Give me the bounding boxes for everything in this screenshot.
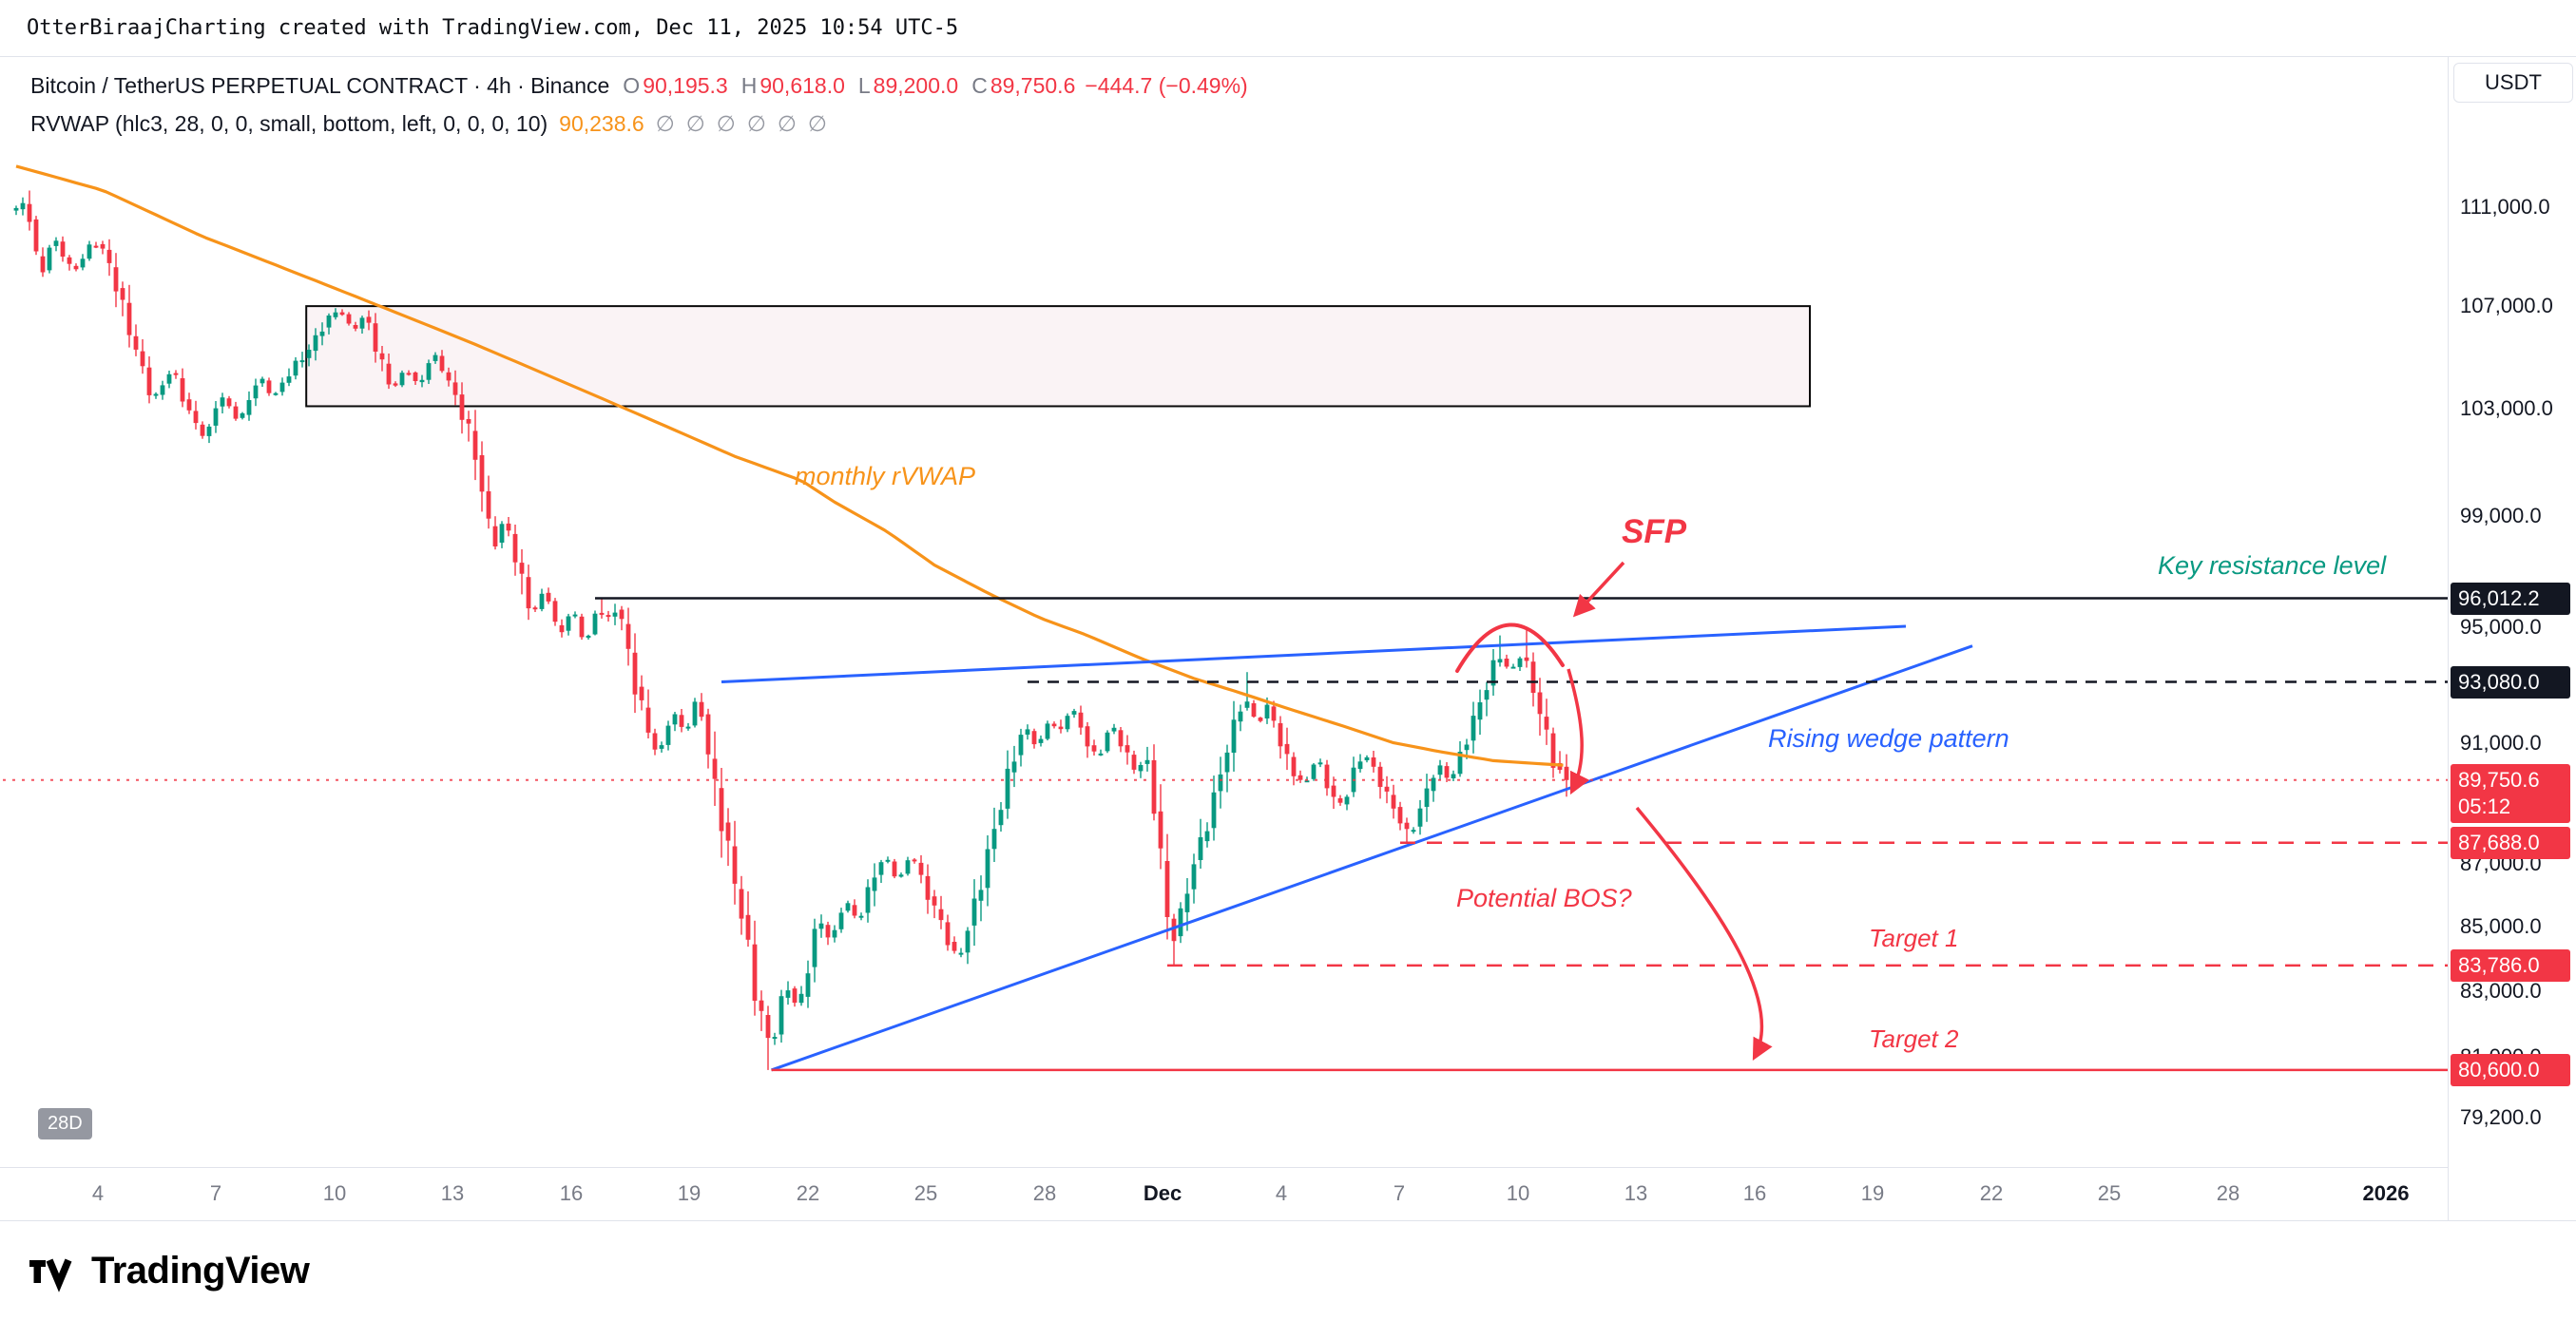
symbol-row[interactable]: Bitcoin / TetherUS PERPETUAL CONTRACT · … (30, 67, 1248, 105)
annotation-rising-wedge[interactable]: Rising wedge pattern (1768, 724, 2009, 753)
annotation-potential-bos[interactable]: Potential BOS? (1456, 884, 1632, 912)
time-label: 22 (1979, 1181, 2004, 1205)
empty-value: ∅ (746, 111, 766, 136)
attribution-text: OtterBiraajCharting created with Trading… (27, 16, 959, 40)
tradingview-logo-icon[interactable] (29, 1251, 78, 1292)
empty-value: ∅ (807, 111, 827, 136)
price-tick: 107,000.0 (2460, 294, 2553, 318)
time-label: 4 (1275, 1181, 1288, 1205)
bos-breakdown-arrow (1567, 668, 1590, 795)
annotation-monthly-rvwap[interactable]: monthly rVWAP (795, 462, 976, 490)
time-label: 16 (559, 1181, 584, 1205)
indicator-title: RVWAP (hlc3, 28, 0, 0, small, bottom, le… (30, 111, 548, 136)
price-tick: 95,000.0 (2460, 614, 2542, 639)
time-label: 25 (2097, 1181, 2122, 1205)
time-label: 28 (2216, 1181, 2240, 1205)
price-tick: 83,000.0 (2460, 978, 2542, 1003)
footer-bar: TradingView (0, 1220, 2576, 1321)
annotation-target-2[interactable]: Target 2 (1869, 1024, 1959, 1053)
close-value: 89,750.6 (990, 73, 1076, 98)
price-scale[interactable]: USDT 111,000.0 107,000.0 103,000.0 99,000.0… (2448, 57, 2576, 1220)
indicator-value: 90,238.6 (559, 111, 644, 136)
sfp-pointer-arrow (1572, 561, 1625, 618)
empty-value: ∅ (777, 111, 797, 136)
chart-pane[interactable] (0, 0, 2576, 1220)
open-value: 90,195.3 (643, 73, 728, 98)
time-label: 10 (1506, 1181, 1530, 1205)
time-label: 13 (440, 1181, 465, 1205)
time-label: 25 (913, 1181, 938, 1205)
price-tick: 91,000.0 (2460, 730, 2542, 755)
price-tick: 111,000.0 (2460, 195, 2550, 219)
close-label: C (971, 73, 988, 98)
empty-value: ∅ (716, 111, 736, 136)
low-label: L (857, 73, 871, 98)
low-value: 89,200.0 (873, 73, 959, 98)
time-label: 28 (1032, 1181, 1057, 1205)
high-label: H (740, 73, 758, 98)
time-label: 19 (677, 1181, 702, 1205)
currency-toggle-button[interactable]: USDT (2453, 63, 2573, 103)
change-value: −444.7 (−0.49%) (1085, 73, 1248, 98)
time-scale[interactable]: 4 7 10 13 16 19 22 25 28 Dec 4 7 10 13 16 19 22 25 28 2026 (0, 1167, 2576, 1221)
tradingview-brand[interactable]: TradingView (91, 1250, 310, 1292)
annotation-target-1[interactable]: Target 1 (1869, 924, 1959, 952)
target-path-arrow (1635, 806, 1773, 1062)
price-tick: 85,000.0 (2460, 914, 2542, 939)
time-label: 16 (1742, 1181, 1767, 1205)
attribution-bar: OtterBiraajCharting created with Trading… (0, 0, 2576, 57)
empty-value: ∅ (685, 111, 705, 136)
time-label: 19 (1860, 1181, 1885, 1205)
price-tick: 103,000.0 (2460, 396, 2553, 421)
high-value: 90,618.0 (759, 73, 845, 98)
price-badge-last-price: 89,750.6 05:12 (2451, 763, 2570, 823)
price-badge-key-resistance: 96,012.2 (2451, 582, 2570, 615)
annotation-sfp[interactable]: SFP (1622, 513, 1687, 550)
sfp-arc (1455, 622, 1565, 673)
time-label: 7 (1393, 1181, 1406, 1205)
time-label: 4 (91, 1181, 105, 1205)
price-badge-breakdown-level: 93,080.0 (2451, 665, 2570, 699)
wedge-upper-trendline (721, 624, 1907, 683)
annotation-key-resistance[interactable]: Key resistance level (2158, 551, 2387, 580)
time-label: 22 (796, 1181, 820, 1205)
resistance-zone-box (305, 305, 1812, 408)
price-tick: 99,000.0 (2460, 503, 2542, 527)
indicator-row[interactable]: RVWAP (hlc3, 28, 0, 0, small, bottom, le… (30, 105, 1248, 143)
time-label: 10 (322, 1181, 347, 1205)
price-tick: 79,200.0 (2460, 1104, 2542, 1129)
range-badge: 28D (38, 1108, 92, 1139)
time-label: Dec (1143, 1181, 1182, 1205)
time-label: 2026 (2362, 1181, 2410, 1205)
price-badge-target-1: 83,786.0 (2451, 948, 2570, 982)
symbol-title: Bitcoin / TetherUS PERPETUAL CONTRACT · … (30, 73, 610, 98)
price-badge-target-2: 80,600.0 (2451, 1053, 2570, 1086)
time-label: 7 (209, 1181, 222, 1205)
empty-value: ∅ (655, 111, 675, 136)
monthly-rvwap-line (15, 164, 1564, 767)
open-label: O (623, 73, 641, 98)
wedge-lower-trendline (771, 644, 1973, 1072)
time-label: 13 (1624, 1181, 1648, 1205)
price-badge-support-swing-low: 87,688.0 (2451, 826, 2570, 859)
legend: Bitcoin / TetherUS PERPETUAL CONTRACT · … (30, 67, 1248, 143)
indicator-empty-values: ∅ ∅ ∅ ∅ ∅ ∅ (644, 105, 827, 143)
